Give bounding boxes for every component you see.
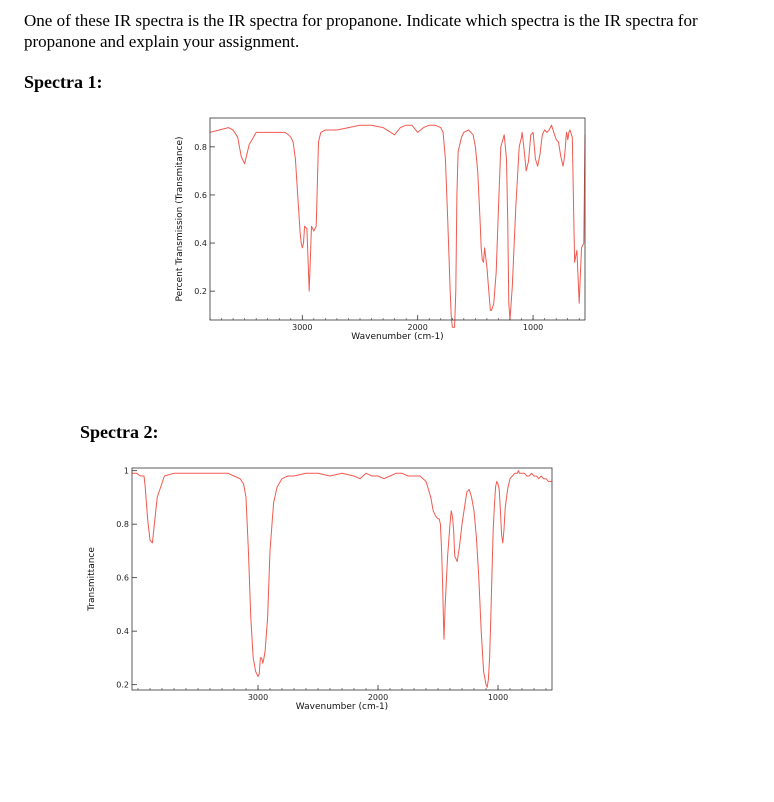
x-tick-label: 3000 (292, 323, 312, 332)
spectrum-2-plot-frame (131, 467, 553, 691)
ir-spectrum-1-chart: 3000 2000 1000 0.2 0.4 0.6 0.8 Wavenumber (cm-1… (175, 117, 586, 342)
y-axis-title: Percent Transmission (Transmitance) (175, 136, 185, 301)
y-tick-label: 0.6 (116, 574, 129, 583)
y-tick-label: 0.2 (116, 681, 129, 690)
x-tick-label: 1000 (523, 323, 543, 332)
question-text: One of these IR spectra is the IR spectr… (24, 11, 698, 51)
spectrum-2-trace-1 (132, 470, 552, 688)
spectrum-2-heading: Spectra 2: (80, 422, 159, 442)
spectrum-1-heading: Spectra 1: (24, 72, 103, 92)
spectrum-1-trace-1 (209, 124, 586, 328)
y-tick-label: 0.2 (194, 287, 207, 296)
x-tick-label: 2000 (368, 693, 388, 702)
x-axis-title: Wavenumber (cm-1) (296, 702, 388, 712)
y-tick-label: 0.4 (116, 627, 129, 636)
x-tick-label: 1000 (488, 693, 508, 702)
x-tick-label: 3000 (248, 693, 268, 702)
y-tick-label: 0.4 (194, 239, 207, 248)
x-axis-title: Wavenumber (cm-1) (351, 332, 443, 342)
y-tick-label: 1 (124, 467, 129, 476)
y-tick-label: 0.8 (116, 520, 129, 529)
spectrum-1-plot-frame (209, 117, 586, 321)
y-axis-title: Transmittance (87, 547, 97, 612)
x-tick-label: 2000 (408, 323, 428, 332)
y-tick-label: 0.6 (194, 191, 207, 200)
ir-spectrum-2-chart: 3000 2000 1000 0.2 0.4 0.6 0.8 1 Wavenumber (cm-… (87, 467, 553, 712)
y-tick-label: 0.8 (194, 143, 207, 152)
